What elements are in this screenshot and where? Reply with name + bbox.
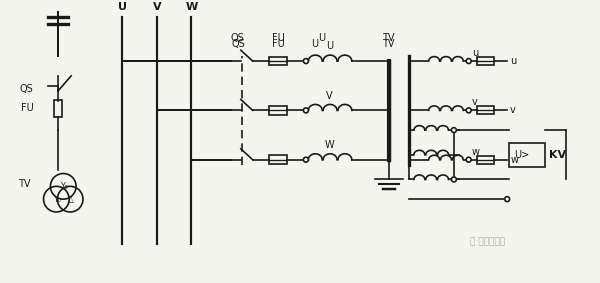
Text: U: U xyxy=(318,33,325,43)
Circle shape xyxy=(466,108,471,113)
Text: TV: TV xyxy=(383,33,395,43)
Text: Y₀: Y₀ xyxy=(61,182,69,191)
Text: w: w xyxy=(472,147,479,157)
Text: KV: KV xyxy=(548,150,566,160)
Circle shape xyxy=(304,108,308,113)
Bar xyxy=(269,57,287,65)
Bar xyxy=(476,156,494,164)
Text: U: U xyxy=(118,2,127,12)
Bar xyxy=(476,57,494,65)
Text: U: U xyxy=(311,39,319,49)
Text: u: u xyxy=(472,48,478,58)
Text: QS: QS xyxy=(231,33,245,43)
Text: U>: U> xyxy=(514,150,530,160)
Text: u: u xyxy=(510,56,517,66)
Text: QS: QS xyxy=(20,84,34,94)
Bar xyxy=(476,106,494,114)
Circle shape xyxy=(505,197,509,201)
Circle shape xyxy=(451,128,457,132)
Text: V: V xyxy=(152,2,161,12)
Text: v: v xyxy=(510,105,516,115)
Text: TV: TV xyxy=(17,179,30,189)
Circle shape xyxy=(466,157,471,162)
Text: 🔌 电氢设计圈: 🔌 电氢设计圈 xyxy=(470,237,505,246)
Bar xyxy=(55,100,62,117)
Bar xyxy=(269,155,287,164)
Text: w: w xyxy=(510,155,518,165)
Bar xyxy=(509,143,545,167)
Text: W: W xyxy=(325,140,334,150)
Circle shape xyxy=(451,177,457,182)
Circle shape xyxy=(466,59,471,63)
Circle shape xyxy=(304,59,308,63)
Text: FU: FU xyxy=(272,39,284,49)
Bar xyxy=(269,106,287,115)
Text: Y₀: Y₀ xyxy=(55,195,62,204)
Text: V: V xyxy=(326,91,333,100)
Text: U: U xyxy=(326,41,333,51)
Circle shape xyxy=(304,157,308,162)
Text: TV: TV xyxy=(383,39,395,49)
Text: △: △ xyxy=(68,195,74,204)
Text: QS: QS xyxy=(232,39,246,49)
Text: FU: FU xyxy=(272,33,284,43)
Text: W: W xyxy=(185,2,197,12)
Text: v: v xyxy=(472,97,478,108)
Text: FU: FU xyxy=(21,103,34,113)
